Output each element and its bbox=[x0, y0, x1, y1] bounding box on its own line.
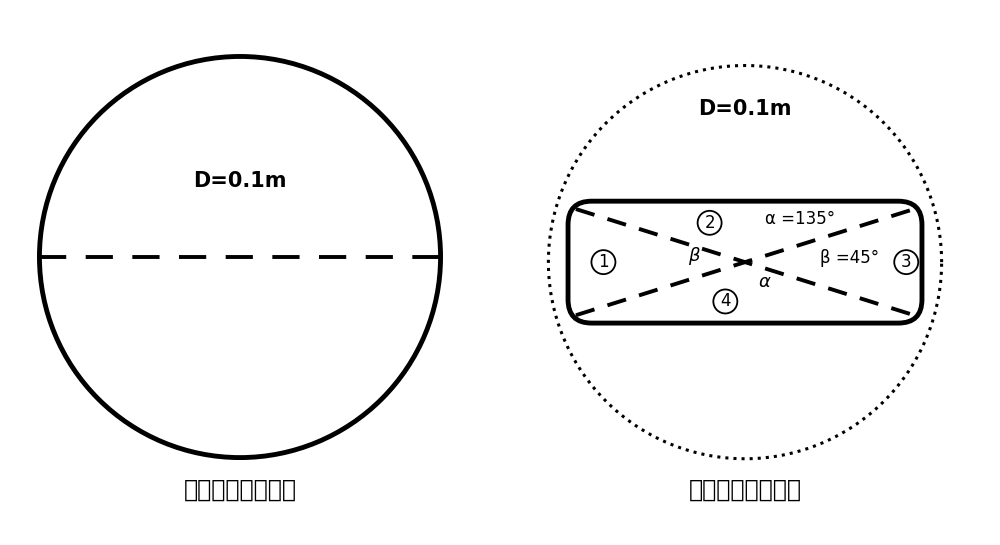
Text: α: α bbox=[759, 273, 771, 291]
Text: β: β bbox=[688, 247, 700, 265]
Text: 2: 2 bbox=[704, 214, 715, 232]
Text: β =45°: β =45° bbox=[820, 249, 879, 267]
Text: D=0.1m: D=0.1m bbox=[698, 99, 792, 119]
FancyBboxPatch shape bbox=[568, 201, 922, 323]
Text: 1: 1 bbox=[598, 253, 609, 271]
Text: D=0.1m: D=0.1m bbox=[193, 171, 287, 191]
Text: α =135°: α =135° bbox=[765, 210, 835, 228]
Text: 3: 3 bbox=[901, 253, 912, 271]
Text: 4: 4 bbox=[720, 293, 731, 311]
Text: 缩径前管道截面图: 缩径前管道截面图 bbox=[184, 478, 296, 502]
Text: 缩径后管道截面图: 缩径后管道截面图 bbox=[688, 478, 802, 502]
